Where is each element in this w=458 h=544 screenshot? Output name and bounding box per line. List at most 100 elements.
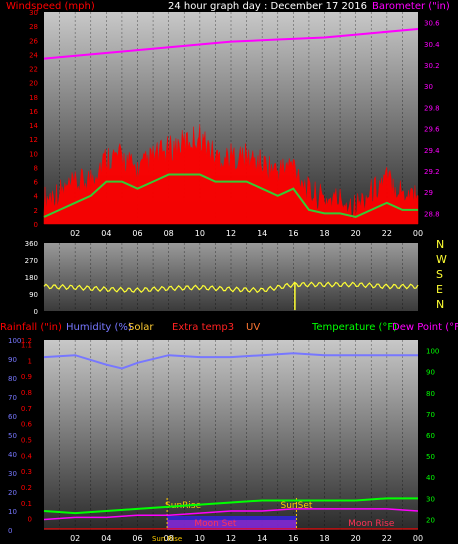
rain-tick: 1 bbox=[28, 357, 32, 365]
humidity-tick: 0 bbox=[8, 527, 12, 535]
temperature-tick: 50 bbox=[426, 453, 435, 461]
rain-tick: 0.9 bbox=[21, 373, 32, 381]
wind-left-tick: 30 bbox=[29, 9, 38, 17]
wind-left-tick: 4 bbox=[34, 193, 39, 201]
daylight-band bbox=[167, 516, 297, 530]
barometer-tick: 30.4 bbox=[424, 41, 440, 49]
sunrise-x-label: Sun Rise bbox=[152, 535, 182, 543]
wind-left-tick: 12 bbox=[29, 136, 38, 144]
wind-left-tick: 16 bbox=[29, 108, 38, 116]
wind-x-tick: 06 bbox=[132, 229, 142, 238]
humidity-tick: 50 bbox=[8, 432, 17, 440]
temp-x-tick: 12 bbox=[226, 534, 236, 543]
temp-x-tick: 06 bbox=[132, 534, 142, 543]
rain-tick: 0.3 bbox=[21, 468, 32, 476]
barometer-tick: 29.6 bbox=[424, 126, 440, 134]
barometer-tick: 30.6 bbox=[424, 20, 440, 28]
temp-x-tick: 00 bbox=[413, 534, 423, 543]
wind-left-tick: 6 bbox=[34, 179, 39, 187]
temperature-tick: 20 bbox=[426, 516, 435, 524]
barometer-tick: 29.8 bbox=[424, 104, 440, 112]
temperature-tick: 70 bbox=[426, 411, 435, 419]
legend-label: Dew Point (°F) bbox=[392, 322, 458, 333]
wind-x-tick: 10 bbox=[195, 229, 205, 238]
moonrise-label: Moon Rise bbox=[348, 519, 395, 529]
rain-tick: 0.7 bbox=[21, 405, 32, 413]
wind-x-tick: 16 bbox=[288, 229, 298, 238]
temp-x-tick: 16 bbox=[288, 534, 298, 543]
winddir-left-tick: 270 bbox=[25, 257, 38, 265]
temperature-tick: 90 bbox=[426, 369, 435, 377]
winddir-compass-tick: N bbox=[436, 298, 444, 311]
wind-left-tick: 2 bbox=[34, 207, 38, 215]
wind-x-tick: 00 bbox=[413, 229, 423, 238]
humidity-tick: 20 bbox=[8, 489, 17, 497]
humidity-tick: 40 bbox=[8, 451, 17, 459]
chart-title: 24 hour graph day : December 17 2016 bbox=[168, 1, 367, 12]
wind-x-tick: 20 bbox=[351, 229, 361, 238]
wind-x-tick: 08 bbox=[164, 229, 174, 238]
rain-tick: 0.2 bbox=[21, 484, 32, 492]
wind-x-tick: 22 bbox=[382, 229, 392, 238]
winddir-compass-tick: E bbox=[436, 283, 443, 296]
legend-label: Humidity (%) bbox=[66, 322, 132, 333]
wind-left-tick: 28 bbox=[29, 23, 38, 31]
winddir-left-tick: 180 bbox=[25, 274, 38, 282]
moon-band bbox=[167, 520, 297, 530]
legend-label: Rainfall ("in) bbox=[0, 322, 62, 333]
dewpoint-series bbox=[43, 508, 419, 521]
temperature-tick: 40 bbox=[426, 474, 435, 482]
humidity-series bbox=[43, 352, 418, 370]
wind-left-tick: 26 bbox=[29, 37, 38, 45]
windspeed-axis-label: Windspeed (mph) bbox=[6, 1, 95, 12]
winddir-left-tick: 90 bbox=[29, 291, 38, 299]
winddir-left-tick: 360 bbox=[25, 240, 38, 248]
temperature-series bbox=[43, 497, 418, 515]
temp-x-tick: 22 bbox=[382, 534, 392, 543]
winddir-compass-tick: S bbox=[436, 268, 443, 281]
wind-left-tick: 24 bbox=[29, 51, 38, 59]
legend-label: Temperature (°F) bbox=[311, 322, 397, 333]
wind-left-tick: 22 bbox=[29, 66, 38, 74]
legend-label: Extra temp3 bbox=[172, 322, 234, 333]
temperature-tick: 60 bbox=[426, 432, 435, 440]
barometer-tick: 30 bbox=[424, 83, 433, 91]
wind-x-tick: 04 bbox=[101, 229, 111, 238]
wind-left-tick: 14 bbox=[29, 122, 38, 130]
sunset-label: SunSet bbox=[280, 501, 312, 511]
rain-tick: 0.1 bbox=[21, 500, 32, 508]
rain-tick: 0.5 bbox=[21, 436, 32, 444]
humidity-tick: 100 bbox=[8, 337, 21, 345]
rain-tick: 0.8 bbox=[21, 389, 32, 397]
wind-x-tick: 02 bbox=[70, 229, 80, 238]
barometer-tick: 30.2 bbox=[424, 62, 440, 70]
wind-average-series bbox=[43, 173, 418, 218]
legend-label: UV bbox=[246, 322, 260, 333]
wind-x-tick: 14 bbox=[257, 229, 267, 238]
temp-x-tick: 02 bbox=[70, 534, 80, 543]
wind-x-tick: 18 bbox=[319, 229, 329, 238]
temp-x-tick: 20 bbox=[351, 534, 361, 543]
moonset-label: Moon Set bbox=[194, 519, 237, 529]
barometer-tick: 29.4 bbox=[424, 147, 440, 155]
winddir-compass-tick: W bbox=[436, 253, 447, 266]
temp-x-tick: 14 bbox=[257, 534, 267, 543]
barometer-tick: 28.8 bbox=[424, 210, 440, 218]
rain-tick: 0.4 bbox=[21, 452, 33, 460]
temp-x-tick: 18 bbox=[319, 534, 329, 543]
winddir-left-tick: 0 bbox=[34, 308, 38, 316]
barometer-tick: 29.2 bbox=[424, 168, 440, 176]
rain-tick: 1.2 bbox=[21, 337, 32, 345]
humidity-tick: 60 bbox=[8, 413, 17, 421]
temperature-tick: 30 bbox=[426, 495, 435, 503]
humidity-tick: 80 bbox=[8, 375, 17, 383]
wind-left-tick: 8 bbox=[34, 164, 38, 172]
windspeed-series bbox=[43, 124, 419, 225]
temp-x-tick: 10 bbox=[195, 534, 205, 543]
temperature-tick: 80 bbox=[426, 390, 435, 398]
humidity-tick: 30 bbox=[8, 470, 17, 478]
winddir-series bbox=[43, 281, 419, 294]
humidity-tick: 10 bbox=[8, 508, 17, 516]
barometer-tick: 29 bbox=[424, 189, 433, 197]
